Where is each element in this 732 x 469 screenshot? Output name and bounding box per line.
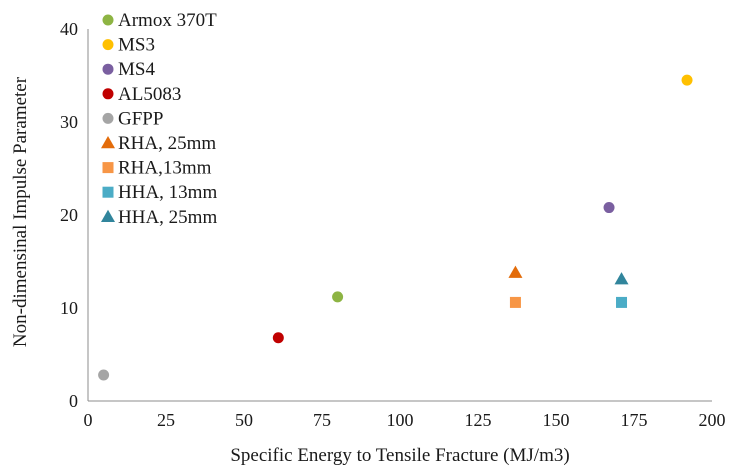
x-axis-title: Specific Energy to Tensile Fracture (MJ/… bbox=[230, 445, 569, 466]
legend-marker bbox=[101, 209, 115, 223]
legend-label: MS3 bbox=[118, 35, 155, 56]
y-tick-label: 30 bbox=[60, 112, 78, 132]
legend-marker bbox=[102, 88, 114, 100]
data-point bbox=[509, 296, 521, 308]
y-tick-label: 40 bbox=[60, 19, 78, 39]
data-point bbox=[614, 272, 629, 285]
legend-label: RHA, 25mm bbox=[118, 133, 216, 154]
data-point bbox=[332, 291, 344, 303]
legend-label: RHA,13mm bbox=[118, 158, 212, 179]
legend-marker bbox=[102, 63, 114, 75]
x-tick-label: 125 bbox=[465, 410, 492, 430]
y-axis-title: Non-dimensinal Impulse Parameter bbox=[10, 76, 31, 347]
y-tick-label: 0 bbox=[69, 391, 78, 411]
legend-marker bbox=[101, 136, 115, 149]
x-tick-label: 50 bbox=[235, 410, 253, 430]
y-tick-label: 10 bbox=[60, 298, 78, 318]
data-point bbox=[603, 202, 615, 214]
legend-marker bbox=[102, 39, 114, 51]
legend-marker bbox=[102, 162, 114, 174]
data-point bbox=[508, 265, 523, 278]
legend-label: AL5083 bbox=[118, 84, 181, 105]
y-tick-label: 20 bbox=[60, 205, 78, 225]
data-points bbox=[98, 74, 693, 381]
legend-marker bbox=[102, 112, 114, 124]
data-point bbox=[616, 296, 628, 308]
data-point bbox=[272, 332, 284, 344]
x-tick-label: 175 bbox=[621, 410, 648, 430]
x-tick-label: 25 bbox=[157, 410, 175, 430]
axes bbox=[87, 29, 712, 402]
x-tick-labels: 0 25 50 75 100 125 150 175 200 bbox=[84, 410, 726, 430]
legend-marker bbox=[102, 14, 114, 26]
x-tick-label: 0 bbox=[84, 410, 93, 430]
legend-label: GFPP bbox=[118, 108, 163, 129]
y-tick-labels: 0 10 20 30 40 bbox=[60, 19, 78, 411]
legend: Armox 370T MS3 MS4 AL5083 GFPP RHA, 25mm RHA,1… bbox=[101, 10, 217, 228]
x-tick-label: 100 bbox=[387, 410, 414, 430]
data-point bbox=[681, 74, 693, 86]
legend-label: HHA, 13mm bbox=[118, 182, 217, 203]
legend-label: MS4 bbox=[118, 59, 155, 80]
legend-marker bbox=[102, 186, 114, 198]
legend-label: Armox 370T bbox=[118, 10, 217, 31]
x-tick-label: 75 bbox=[313, 410, 331, 430]
x-tick-label: 150 bbox=[543, 410, 570, 430]
x-tick-label: 200 bbox=[699, 410, 726, 430]
data-point bbox=[98, 369, 110, 381]
legend-label: HHA, 25mm bbox=[118, 207, 217, 228]
